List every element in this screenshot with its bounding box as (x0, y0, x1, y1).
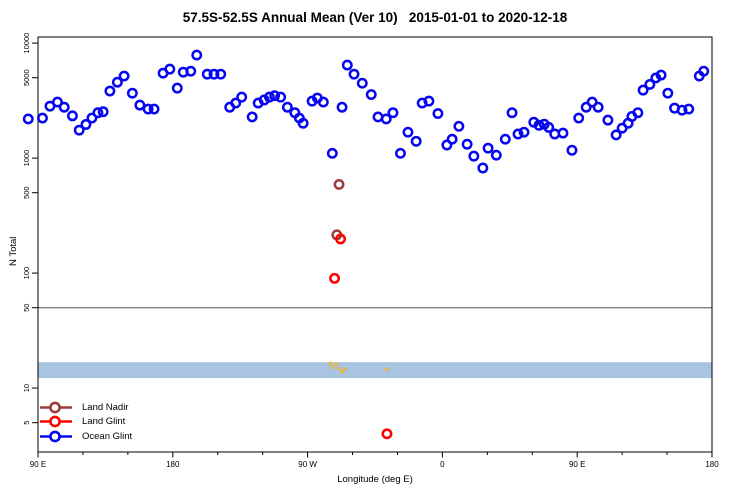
legend-row-land-glint: Land Glint (39, 415, 132, 430)
series-land-glint (329, 233, 393, 440)
legend-row-land-nadir: Land Nadir (39, 400, 132, 415)
plot-border (37, 36, 713, 453)
svg-text:500: 500 (22, 186, 31, 199)
page-title: 57.5S-52.5S Annual Mean (Ver 10) 2015-01… (182, 10, 568, 25)
svg-text:5: 5 (22, 421, 31, 425)
ocean-glint-marker-icon (40, 430, 72, 443)
highlight-band (38, 362, 712, 379)
svg-text:50: 50 (22, 304, 31, 312)
svg-text:10000: 10000 (22, 33, 31, 54)
y-axis-label: N Total (8, 236, 19, 266)
flag-marks (328, 361, 389, 374)
svg-text:90 E: 90 E (569, 460, 585, 469)
legend-label-land-nadir: Land Nadir (82, 401, 129, 413)
svg-text:10: 10 (22, 384, 31, 392)
legend-label-ocean-glint: Ocean Glint (82, 430, 133, 442)
land-glint-marker-icon (40, 415, 72, 428)
legend-label-land-glint: Land Glint (82, 416, 126, 428)
legend: Land Nadir Land Glint Ocean Glint (39, 400, 132, 444)
svg-text:5000: 5000 (22, 69, 31, 86)
x-axis-ticks: 90 E 180 90 W 0 90 E 180 (30, 452, 719, 469)
svg-text:90 E: 90 E (30, 460, 46, 469)
land-nadir-marker-icon (40, 401, 72, 414)
series-land-nadir (331, 178, 345, 241)
svg-text:180: 180 (166, 460, 180, 469)
x-axis-label: Longitude (deg E) (337, 474, 413, 485)
svg-text:100: 100 (22, 267, 31, 280)
svg-text:1000: 1000 (22, 150, 31, 167)
svg-text:90 W: 90 W (298, 460, 317, 469)
svg-text:0: 0 (440, 460, 445, 469)
svg-text:180: 180 (705, 460, 719, 469)
legend-row-ocean-glint: Ocean Glint (39, 429, 132, 444)
y-axis-ticks: 10000 5000 1000 500 100 50 10 5 (22, 33, 38, 425)
series-ocean-glint (22, 49, 710, 174)
